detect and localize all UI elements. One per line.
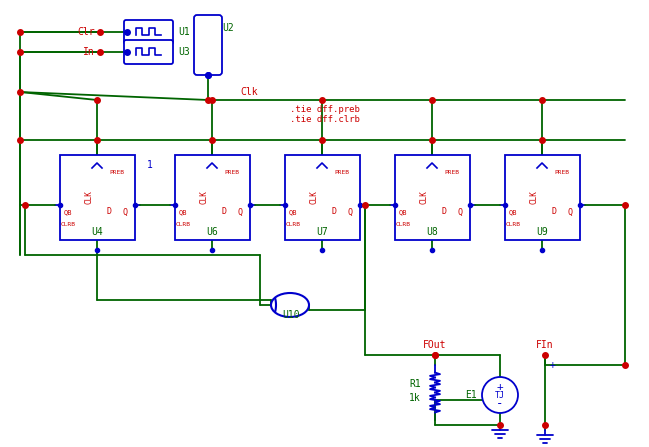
FancyBboxPatch shape [124,40,173,64]
Text: CLK: CLK [199,190,208,204]
Text: U6: U6 [206,227,218,237]
Text: CLRB: CLRB [506,223,520,228]
Bar [175,155,250,240]
Text: Q: Q [347,207,352,216]
Text: D: D [332,207,336,216]
Text: CLRB: CLRB [60,223,75,228]
Text: D: D [221,207,227,216]
Text: CLK: CLK [310,190,319,204]
Circle shape [482,377,518,413]
Text: 1k: 1k [410,393,421,403]
Text: E1: E1 [465,390,477,400]
Text: QB: QB [398,209,408,215]
Text: 1: 1 [147,160,153,170]
Text: -: - [496,397,504,410]
Text: D: D [106,207,112,216]
Text: QB: QB [178,209,188,215]
Ellipse shape [271,293,309,317]
Text: U4: U4 [91,227,103,237]
Text: CLK: CLK [530,190,539,204]
Text: FIn: FIn [536,340,554,350]
Bar [395,155,470,240]
Bar [285,155,360,240]
Text: CLRB: CLRB [175,223,191,228]
Text: .tie dff.clrb: .tie dff.clrb [290,115,360,125]
Text: +: + [550,360,556,370]
Text: QB: QB [64,209,72,215]
Text: U1: U1 [178,27,190,37]
Text: D: D [552,207,556,216]
Text: Q: Q [123,207,127,216]
Text: PREB: PREB [225,170,239,176]
Text: PREB: PREB [554,170,570,176]
Text: QB: QB [509,209,517,215]
Text: In: In [83,47,95,57]
FancyBboxPatch shape [124,20,173,44]
Text: R1: R1 [410,379,421,389]
Text: Q: Q [567,207,572,216]
Text: PREB: PREB [445,170,459,176]
Bar [505,155,580,240]
FancyBboxPatch shape [194,15,222,75]
Text: CLRB: CLRB [286,223,300,228]
Text: Q: Q [458,207,463,216]
Text: Clk: Clk [240,87,258,97]
Text: PREB: PREB [334,170,350,176]
Text: U9: U9 [536,227,548,237]
Text: TJ: TJ [495,391,505,400]
Text: QB: QB [289,209,297,215]
Text: CLRB: CLRB [395,223,411,228]
Text: CLK: CLK [419,190,428,204]
Text: CLK: CLK [84,190,93,204]
Text: U10: U10 [282,310,300,320]
Text: +: + [496,382,504,392]
Text: U8: U8 [426,227,438,237]
Text: PREB: PREB [110,170,125,176]
Text: U2: U2 [222,23,234,33]
Text: Clr: Clr [77,27,95,37]
Text: Q: Q [238,207,243,216]
Text: .tie dff.preb: .tie dff.preb [290,105,360,114]
Text: U7: U7 [316,227,328,237]
Bar [60,155,135,240]
Text: U3: U3 [178,47,190,57]
Text: FOut: FOut [423,340,447,350]
Text: D: D [441,207,447,216]
